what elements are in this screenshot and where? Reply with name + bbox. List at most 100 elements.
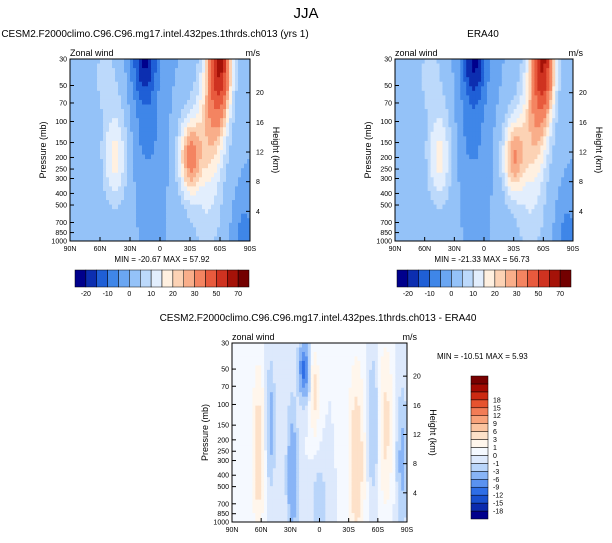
- contour-cell: [109, 213, 113, 219]
- contour-cell: [232, 231, 236, 238]
- contour-cell: [103, 90, 107, 96]
- colorbar-label: -10: [425, 291, 435, 298]
- contour-cell: [169, 190, 173, 197]
- contour-cell: [561, 104, 565, 110]
- contour-cell: [555, 236, 559, 241]
- contour-cell: [421, 104, 426, 110]
- contour-cell: [534, 63, 538, 69]
- contour-cell: [175, 231, 179, 238]
- contour-cell: [439, 59, 444, 65]
- contour-cell: [70, 118, 74, 124]
- contour-cell: [88, 59, 92, 65]
- colorbar-label: 30: [513, 291, 521, 298]
- contour-cell: [454, 204, 458, 210]
- contour-cell: [510, 204, 515, 210]
- contour-cell: [531, 209, 536, 215]
- contour-cell: [82, 190, 86, 197]
- contour-cell: [220, 218, 224, 224]
- contour-cell: [100, 81, 104, 87]
- contour-cell: [223, 86, 227, 92]
- contour-cell: [112, 127, 116, 133]
- contour-cell: [457, 177, 461, 183]
- contour-cell: [154, 140, 158, 147]
- contour-cell: [154, 222, 158, 228]
- contour-cell: [543, 122, 547, 128]
- contour-cell: [507, 86, 512, 92]
- contour-cell: [489, 213, 494, 219]
- contour-cell: [516, 63, 521, 69]
- contour-cell: [546, 186, 550, 192]
- contour-cell: [495, 145, 500, 151]
- contour-cell: [73, 190, 77, 197]
- contour-cell: [175, 95, 179, 101]
- contour-cell: [193, 99, 197, 106]
- contour-cell: [460, 63, 464, 69]
- contour-cell: [205, 95, 209, 101]
- contour-cell: [558, 99, 562, 106]
- contour-cell: [151, 68, 155, 74]
- contour-cell: [433, 177, 438, 183]
- contour-cell: [208, 81, 212, 87]
- contour-cell: [558, 231, 562, 238]
- colorbar-swatch: [462, 269, 474, 288]
- contour-cell: [124, 118, 128, 124]
- contour-cell: [229, 104, 233, 110]
- contour-cell: [546, 131, 550, 137]
- contour-cell: [163, 145, 167, 151]
- contour-cell: [145, 154, 149, 160]
- contour-cell: [534, 136, 538, 142]
- contour-cell: [528, 150, 533, 156]
- contour-cell: [481, 231, 485, 238]
- contour-cell: [561, 190, 565, 197]
- contour-cell: [457, 68, 461, 74]
- contour-cell: [115, 177, 119, 183]
- contour-cell: [448, 190, 452, 197]
- contour-cell: [145, 63, 149, 69]
- contour-cell: [489, 81, 494, 87]
- contour-cell: [409, 204, 414, 210]
- contour-cell: [570, 59, 573, 65]
- contour-cell: [235, 168, 239, 174]
- contour-cell: [564, 127, 568, 133]
- contour-cell: [172, 68, 176, 74]
- contour-cell: [163, 86, 167, 92]
- contour-cell: [540, 145, 544, 151]
- contour-cell: [433, 190, 438, 197]
- contour-cell: [127, 109, 131, 115]
- contour-cell: [421, 236, 426, 241]
- contour-cell: [88, 86, 92, 92]
- contour-cell: [486, 150, 491, 156]
- contour-cell: [94, 90, 98, 96]
- panel-title: CESM2.F2000climo.C96.C96.mg17.intel.432p…: [160, 313, 477, 324]
- contour-cell: [157, 99, 161, 106]
- contour-cell: [205, 145, 209, 151]
- contour-cell: [510, 236, 515, 241]
- contour-cell: [160, 172, 164, 178]
- contour-cell: [229, 127, 233, 133]
- contour-cell: [409, 63, 414, 69]
- contour-cell: [549, 186, 553, 192]
- contour-cell: [133, 186, 137, 192]
- contour-cell: [79, 154, 83, 160]
- contour-cell: [436, 186, 441, 192]
- contour-cell: [106, 209, 110, 215]
- contour-cell: [481, 63, 485, 69]
- contour-cell: [486, 195, 491, 201]
- contour-cell: [232, 122, 236, 128]
- contour-cell: [214, 231, 218, 238]
- contour-cell: [124, 90, 128, 96]
- contour-cell: [232, 172, 236, 178]
- contour-cell: [424, 172, 429, 178]
- contour-cell: [433, 218, 438, 224]
- contour-cell: [448, 77, 452, 83]
- contour-cell: [478, 99, 482, 106]
- contour-cell: [118, 113, 122, 119]
- contour-cell: [97, 63, 101, 69]
- contour-cell: [235, 95, 239, 101]
- x-tick-label: 30S: [184, 246, 197, 253]
- contour-cell: [247, 186, 250, 192]
- contour-cell: [232, 72, 236, 78]
- contour-cell: [501, 227, 506, 233]
- contour-cell: [537, 95, 541, 101]
- contour-cell: [406, 95, 411, 101]
